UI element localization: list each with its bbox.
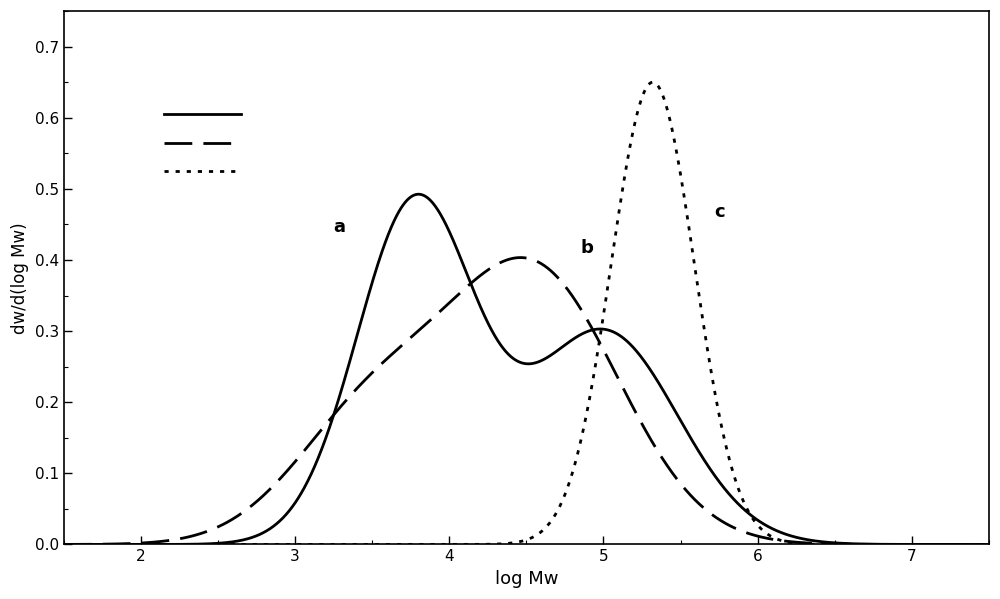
Text: c: c: [714, 203, 725, 222]
Text: b: b: [580, 239, 593, 257]
Text: a: a: [334, 217, 346, 235]
X-axis label: log Mw: log Mw: [495, 570, 558, 588]
Y-axis label: dw/d(log Mw): dw/d(log Mw): [11, 222, 29, 334]
